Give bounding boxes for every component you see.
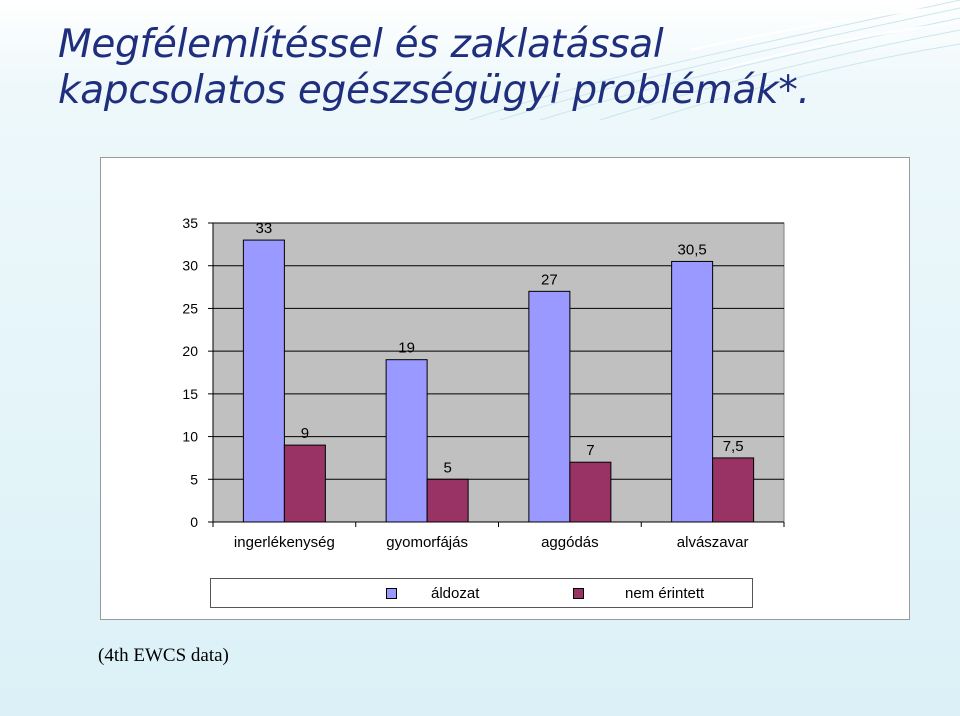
legend-label-nem-erintett: nem érintett	[625, 585, 705, 602]
x-category-label: alvászavar	[677, 534, 749, 551]
data-label: 30,5	[678, 241, 707, 258]
y-tick-label: 0	[190, 514, 198, 530]
x-category-label: ingerlékenység	[234, 534, 335, 551]
decorative-swoosh	[469, 0, 960, 120]
y-tick-label: 5	[190, 471, 198, 487]
y-tick-label: 25	[182, 300, 198, 316]
slide-title: Megfélemlítéssel és zaklatással kapcsola…	[58, 22, 810, 114]
chart-legend: áldozat nem érintett	[210, 578, 753, 608]
y-tick-label: 10	[182, 429, 198, 445]
footnote: (4th EWCS data)	[98, 645, 229, 666]
title-line-1: Megfélemlítéssel és zaklatással	[58, 22, 664, 67]
y-tick-label: 15	[182, 386, 198, 402]
legend-swatch-aldozat	[386, 588, 397, 599]
data-label: 5	[443, 459, 451, 476]
bar-aldozat	[242, 239, 285, 523]
data-label: 27	[541, 271, 558, 288]
data-label: 7	[586, 442, 594, 459]
data-label: 19	[398, 340, 415, 357]
legend-label-aldozat: áldozat	[431, 585, 480, 602]
bar-aldozat	[385, 359, 428, 523]
legend-swatch-nem-erintett	[573, 588, 584, 599]
bar-nem-erintett	[426, 478, 469, 523]
y-tick-label: 35	[182, 215, 198, 231]
bar-aldozat	[528, 290, 571, 523]
bar-nem-erintett	[569, 461, 612, 523]
bar-nem-erintett	[283, 444, 326, 523]
data-label: 7,5	[723, 438, 744, 455]
y-tick-label: 30	[182, 258, 198, 274]
bar-aldozat	[671, 260, 714, 523]
data-label: 33	[256, 220, 273, 237]
x-category-label: aggódás	[541, 534, 599, 551]
x-category-label: gyomorfájás	[386, 534, 468, 551]
y-tick-label: 20	[182, 343, 198, 359]
data-label: 9	[301, 425, 309, 442]
title-line-2: kapcsolatos egészségügyi problémák*.	[58, 68, 810, 113]
bar-nem-erintett	[712, 457, 755, 523]
